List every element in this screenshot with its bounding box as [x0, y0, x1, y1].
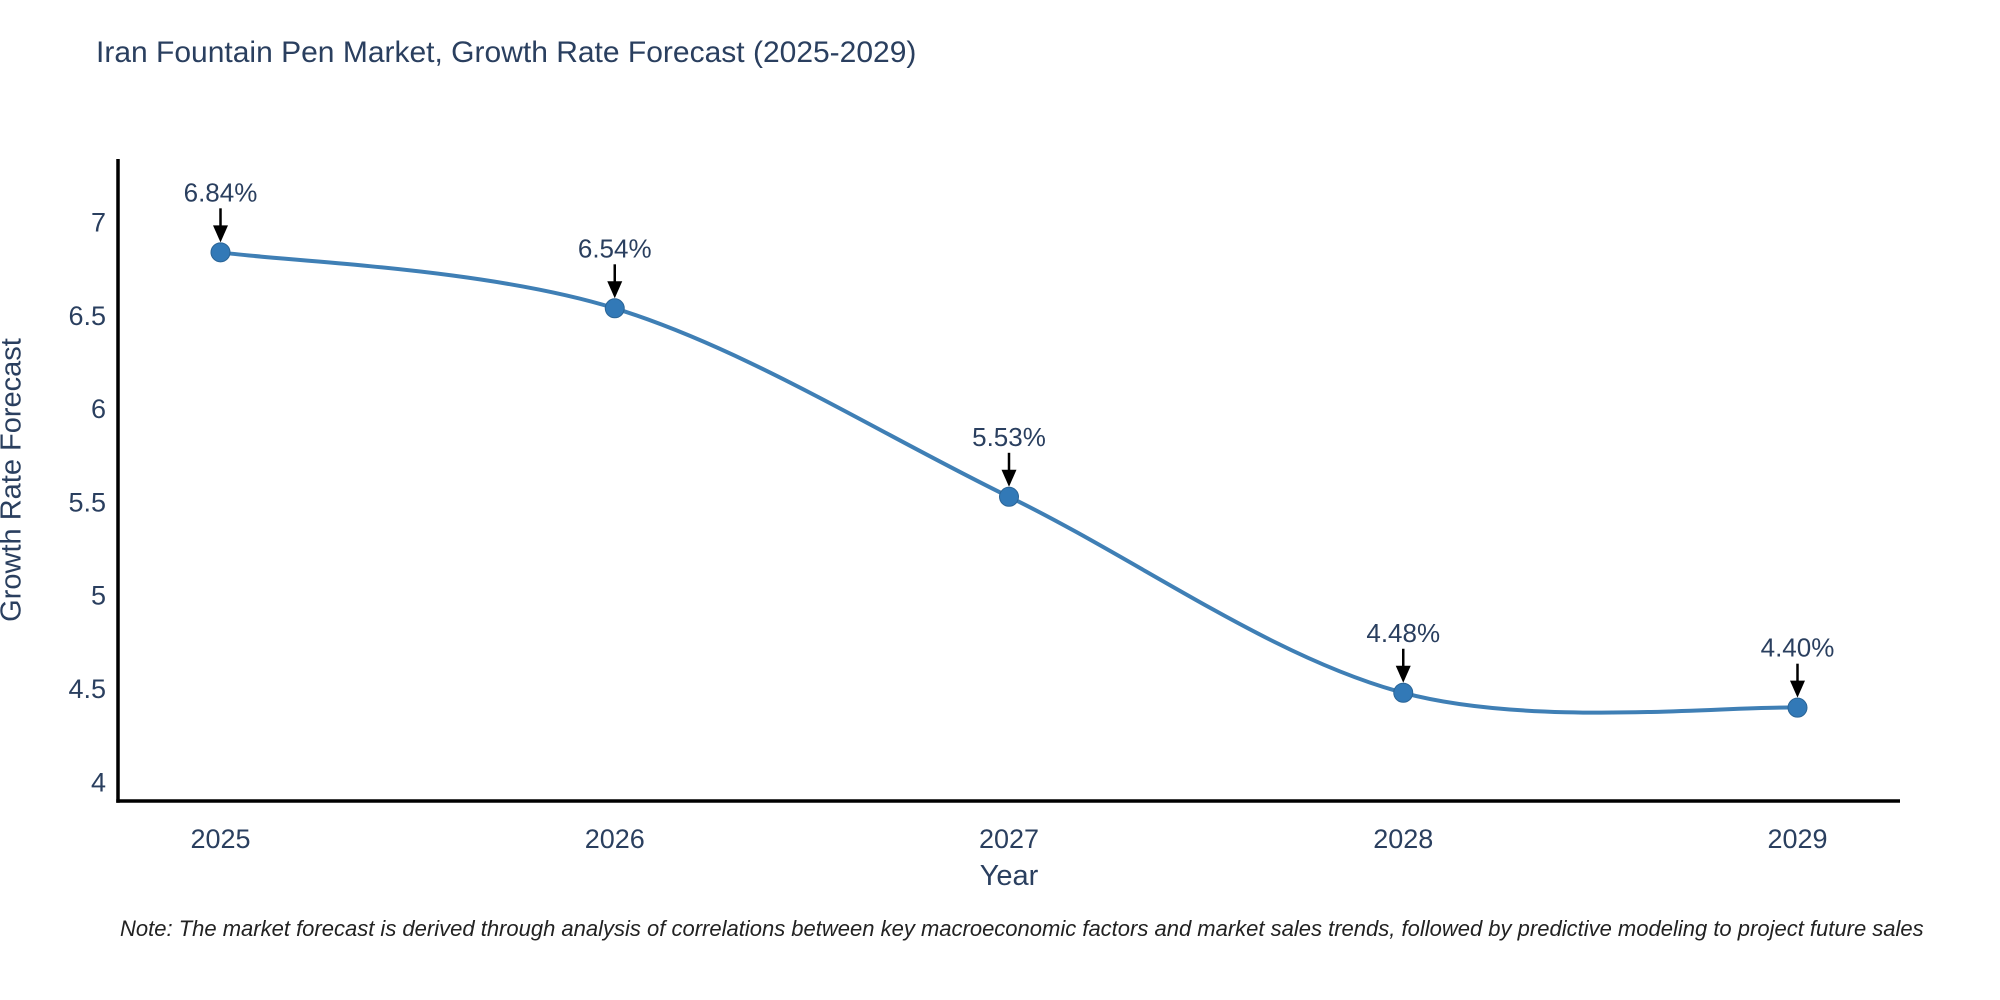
point-value-label: 6.84%: [184, 177, 258, 207]
y-tick-label: 6.5: [68, 301, 106, 331]
data-point-marker[interactable]: [604, 298, 625, 319]
chart-title: Iran Fountain Pen Market, Growth Rate Fo…: [96, 36, 917, 69]
y-tick-label: 4: [91, 767, 106, 797]
data-point-marker[interactable]: [1393, 682, 1414, 703]
y-tick-label: 4.5: [68, 674, 106, 704]
point-value-label: 4.40%: [1761, 633, 1835, 663]
annotation-arrowhead-icon: [1789, 680, 1805, 698]
y-tick-label: 7: [91, 207, 106, 237]
x-tick-label: 2025: [190, 824, 250, 854]
x-tick-label: 2027: [979, 824, 1039, 854]
annotation-arrowhead-icon: [213, 225, 229, 243]
y-tick-label: 5: [91, 581, 106, 611]
footnote: Note: The market forecast is derived thr…: [120, 916, 1924, 941]
x-tick-label: 2028: [1373, 824, 1433, 854]
data-point-marker[interactable]: [1787, 697, 1808, 718]
x-tick-label: 2029: [1767, 824, 1827, 854]
x-tick-label: 2026: [585, 824, 645, 854]
data-point-marker[interactable]: [999, 486, 1019, 507]
x-axis-title: Year: [979, 860, 1039, 892]
point-value-label: 5.53%: [972, 422, 1046, 452]
annotation-arrowhead-icon: [1395, 665, 1411, 683]
y-tick-label: 6: [91, 394, 106, 424]
data-point-marker[interactable]: [210, 242, 231, 263]
point-value-label: 4.48%: [1366, 618, 1440, 648]
annotation-arrowhead-icon: [1001, 469, 1017, 487]
point-value-label: 6.54%: [578, 233, 652, 263]
y-tick-label: 5.5: [68, 487, 106, 517]
annotation-arrowhead-icon: [607, 281, 623, 299]
